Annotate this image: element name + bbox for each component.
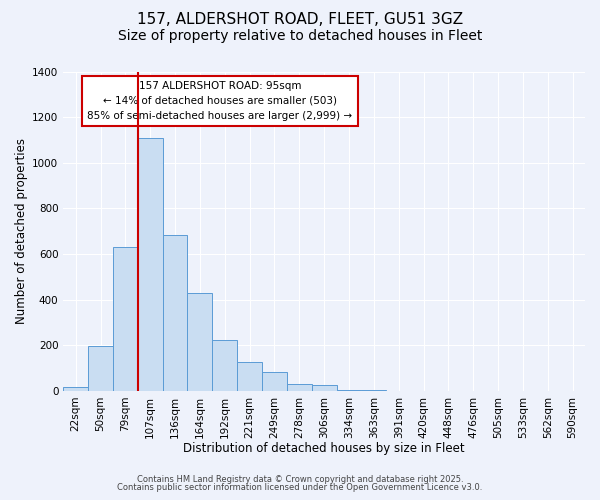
Bar	[187, 293, 212, 391]
Bar	[262, 372, 287, 391]
Bar	[212, 340, 237, 391]
Bar	[337, 390, 361, 391]
X-axis label: Distribution of detached houses by size in Fleet: Distribution of detached houses by size …	[184, 442, 465, 455]
Bar	[113, 247, 138, 391]
Bar	[63, 388, 88, 391]
Bar	[163, 234, 187, 391]
Text: Size of property relative to detached houses in Fleet: Size of property relative to detached ho…	[118, 29, 482, 43]
Text: 157, ALDERSHOT ROAD, FLEET, GU51 3GZ: 157, ALDERSHOT ROAD, FLEET, GU51 3GZ	[137, 12, 463, 28]
Text: 157 ALDERSHOT ROAD: 95sqm
← 14% of detached houses are smaller (503)
85% of semi: 157 ALDERSHOT ROAD: 95sqm ← 14% of detac…	[87, 81, 352, 120]
Bar	[312, 385, 337, 391]
Text: Contains public sector information licensed under the Open Government Licence v3: Contains public sector information licen…	[118, 483, 482, 492]
Bar	[138, 138, 163, 391]
Bar	[237, 362, 262, 391]
Bar	[88, 346, 113, 391]
Bar	[287, 384, 312, 391]
Text: Contains HM Land Registry data © Crown copyright and database right 2025.: Contains HM Land Registry data © Crown c…	[137, 474, 463, 484]
Y-axis label: Number of detached properties: Number of detached properties	[15, 138, 28, 324]
